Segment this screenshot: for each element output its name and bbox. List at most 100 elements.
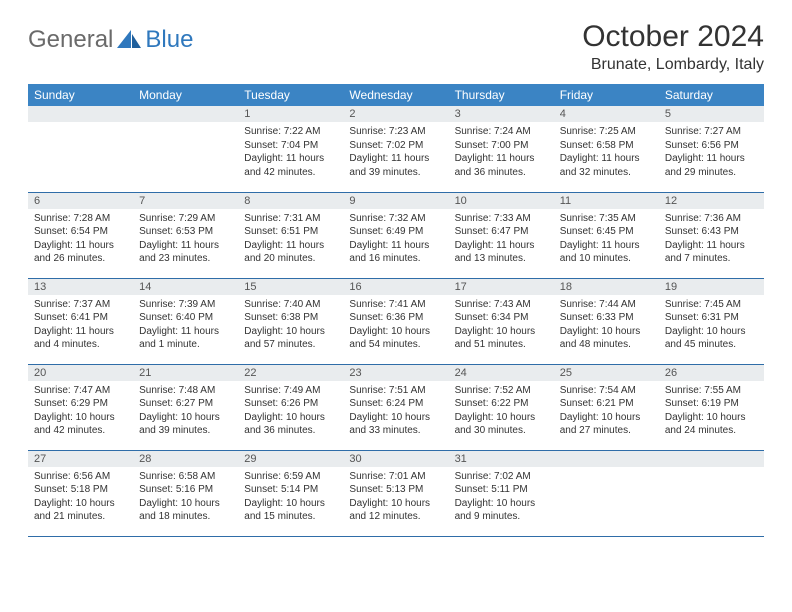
day-body: Sunrise: 7:36 AMSunset: 6:43 PMDaylight:… <box>659 209 764 270</box>
calendar-cell: 3Sunrise: 7:24 AMSunset: 7:00 PMDaylight… <box>449 106 554 192</box>
day-body <box>133 122 238 129</box>
sunset-text: Sunset: 6:51 PM <box>244 225 337 239</box>
sunset-text: Sunset: 7:02 PM <box>349 139 442 153</box>
calendar-cell: 6Sunrise: 7:28 AMSunset: 6:54 PMDaylight… <box>28 192 133 278</box>
sunrise-text: Sunrise: 7:23 AM <box>349 125 442 139</box>
sunrise-text: Sunrise: 7:22 AM <box>244 125 337 139</box>
day-body: Sunrise: 7:22 AMSunset: 7:04 PMDaylight:… <box>238 122 343 183</box>
col-tuesday: Tuesday <box>238 84 343 106</box>
daylight-text: Daylight: 10 hours and 21 minutes. <box>34 497 127 524</box>
day-number: 18 <box>554 279 659 295</box>
day-body: Sunrise: 7:40 AMSunset: 6:38 PMDaylight:… <box>238 295 343 356</box>
daylight-text: Daylight: 10 hours and 24 minutes. <box>665 411 758 438</box>
day-number: 6 <box>28 193 133 209</box>
daylight-text: Daylight: 10 hours and 57 minutes. <box>244 325 337 352</box>
day-body: Sunrise: 7:41 AMSunset: 6:36 PMDaylight:… <box>343 295 448 356</box>
calendar-cell: 29Sunrise: 6:59 AMSunset: 5:14 PMDayligh… <box>238 450 343 536</box>
sunrise-text: Sunrise: 7:35 AM <box>560 212 653 226</box>
day-body: Sunrise: 7:01 AMSunset: 5:13 PMDaylight:… <box>343 467 448 528</box>
calendar-cell: 16Sunrise: 7:41 AMSunset: 6:36 PMDayligh… <box>343 278 448 364</box>
calendar-cell: 18Sunrise: 7:44 AMSunset: 6:33 PMDayligh… <box>554 278 659 364</box>
calendar-cell: 7Sunrise: 7:29 AMSunset: 6:53 PMDaylight… <box>133 192 238 278</box>
calendar-cell: 26Sunrise: 7:55 AMSunset: 6:19 PMDayligh… <box>659 364 764 450</box>
sunset-text: Sunset: 6:54 PM <box>34 225 127 239</box>
daylight-text: Daylight: 10 hours and 54 minutes. <box>349 325 442 352</box>
daylight-text: Daylight: 11 hours and 16 minutes. <box>349 239 442 266</box>
calendar-cell: 9Sunrise: 7:32 AMSunset: 6:49 PMDaylight… <box>343 192 448 278</box>
day-body: Sunrise: 7:45 AMSunset: 6:31 PMDaylight:… <box>659 295 764 356</box>
calendar-cell: 20Sunrise: 7:47 AMSunset: 6:29 PMDayligh… <box>28 364 133 450</box>
sunrise-text: Sunrise: 7:32 AM <box>349 212 442 226</box>
sunset-text: Sunset: 5:11 PM <box>455 483 548 497</box>
day-number: 3 <box>449 106 554 122</box>
daylight-text: Daylight: 10 hours and 48 minutes. <box>560 325 653 352</box>
daylight-text: Daylight: 11 hours and 29 minutes. <box>665 152 758 179</box>
sunrise-text: Sunrise: 7:28 AM <box>34 212 127 226</box>
daylight-text: Daylight: 10 hours and 45 minutes. <box>665 325 758 352</box>
sunrise-text: Sunrise: 7:25 AM <box>560 125 653 139</box>
daylight-text: Daylight: 11 hours and 36 minutes. <box>455 152 548 179</box>
sunset-text: Sunset: 6:36 PM <box>349 311 442 325</box>
day-number: 30 <box>343 451 448 467</box>
daylight-text: Daylight: 10 hours and 27 minutes. <box>560 411 653 438</box>
calendar-cell <box>28 106 133 192</box>
day-body: Sunrise: 7:27 AMSunset: 6:56 PMDaylight:… <box>659 122 764 183</box>
day-body: Sunrise: 7:23 AMSunset: 7:02 PMDaylight:… <box>343 122 448 183</box>
calendar-cell: 10Sunrise: 7:33 AMSunset: 6:47 PMDayligh… <box>449 192 554 278</box>
sunset-text: Sunset: 6:40 PM <box>139 311 232 325</box>
day-body <box>659 467 764 474</box>
sunset-text: Sunset: 5:18 PM <box>34 483 127 497</box>
sunset-text: Sunset: 6:45 PM <box>560 225 653 239</box>
calendar-cell: 15Sunrise: 7:40 AMSunset: 6:38 PMDayligh… <box>238 278 343 364</box>
sunset-text: Sunset: 6:24 PM <box>349 397 442 411</box>
sunset-text: Sunset: 6:33 PM <box>560 311 653 325</box>
daylight-text: Daylight: 10 hours and 39 minutes. <box>139 411 232 438</box>
sunrise-text: Sunrise: 7:29 AM <box>139 212 232 226</box>
sunrise-text: Sunrise: 7:51 AM <box>349 384 442 398</box>
sunrise-text: Sunrise: 7:33 AM <box>455 212 548 226</box>
day-body: Sunrise: 6:58 AMSunset: 5:16 PMDaylight:… <box>133 467 238 528</box>
sunrise-text: Sunrise: 7:36 AM <box>665 212 758 226</box>
day-body: Sunrise: 7:44 AMSunset: 6:33 PMDaylight:… <box>554 295 659 356</box>
daylight-text: Daylight: 10 hours and 9 minutes. <box>455 497 548 524</box>
daylight-text: Daylight: 10 hours and 15 minutes. <box>244 497 337 524</box>
sunrise-text: Sunrise: 7:27 AM <box>665 125 758 139</box>
day-body: Sunrise: 7:29 AMSunset: 6:53 PMDaylight:… <box>133 209 238 270</box>
sunset-text: Sunset: 6:19 PM <box>665 397 758 411</box>
calendar-cell <box>554 450 659 536</box>
daylight-text: Daylight: 10 hours and 36 minutes. <box>244 411 337 438</box>
day-number: 12 <box>659 193 764 209</box>
calendar-head: Sunday Monday Tuesday Wednesday Thursday… <box>28 84 764 106</box>
calendar-cell: 4Sunrise: 7:25 AMSunset: 6:58 PMDaylight… <box>554 106 659 192</box>
sunset-text: Sunset: 7:04 PM <box>244 139 337 153</box>
sunrise-text: Sunrise: 7:02 AM <box>455 470 548 484</box>
day-number: 24 <box>449 365 554 381</box>
day-body: Sunrise: 6:56 AMSunset: 5:18 PMDaylight:… <box>28 467 133 528</box>
day-number: 16 <box>343 279 448 295</box>
sunset-text: Sunset: 6:27 PM <box>139 397 232 411</box>
sunrise-text: Sunrise: 7:48 AM <box>139 384 232 398</box>
calendar-cell: 27Sunrise: 6:56 AMSunset: 5:18 PMDayligh… <box>28 450 133 536</box>
col-monday: Monday <box>133 84 238 106</box>
daylight-text: Daylight: 11 hours and 1 minute. <box>139 325 232 352</box>
daylight-text: Daylight: 11 hours and 32 minutes. <box>560 152 653 179</box>
calendar-cell: 23Sunrise: 7:51 AMSunset: 6:24 PMDayligh… <box>343 364 448 450</box>
day-body: Sunrise: 7:25 AMSunset: 6:58 PMDaylight:… <box>554 122 659 183</box>
day-number: 2 <box>343 106 448 122</box>
day-number: 4 <box>554 106 659 122</box>
daylight-text: Daylight: 11 hours and 42 minutes. <box>244 152 337 179</box>
day-number: 7 <box>133 193 238 209</box>
sunset-text: Sunset: 6:34 PM <box>455 311 548 325</box>
daylight-text: Daylight: 10 hours and 42 minutes. <box>34 411 127 438</box>
sunrise-text: Sunrise: 7:37 AM <box>34 298 127 312</box>
day-number: 19 <box>659 279 764 295</box>
day-number: 11 <box>554 193 659 209</box>
sunset-text: Sunset: 6:26 PM <box>244 397 337 411</box>
sunset-text: Sunset: 6:47 PM <box>455 225 548 239</box>
day-body: Sunrise: 7:24 AMSunset: 7:00 PMDaylight:… <box>449 122 554 183</box>
calendar-cell: 28Sunrise: 6:58 AMSunset: 5:16 PMDayligh… <box>133 450 238 536</box>
sunrise-text: Sunrise: 7:39 AM <box>139 298 232 312</box>
sunset-text: Sunset: 6:21 PM <box>560 397 653 411</box>
day-number: 29 <box>238 451 343 467</box>
daylight-text: Daylight: 10 hours and 18 minutes. <box>139 497 232 524</box>
